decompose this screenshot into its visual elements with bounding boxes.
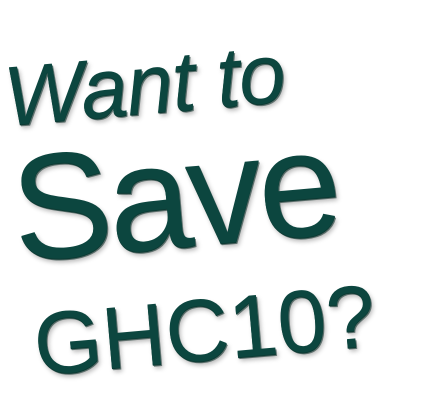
headline-line-save: Save xyxy=(4,97,345,294)
headline-line-amount: GHC10? xyxy=(29,265,380,394)
